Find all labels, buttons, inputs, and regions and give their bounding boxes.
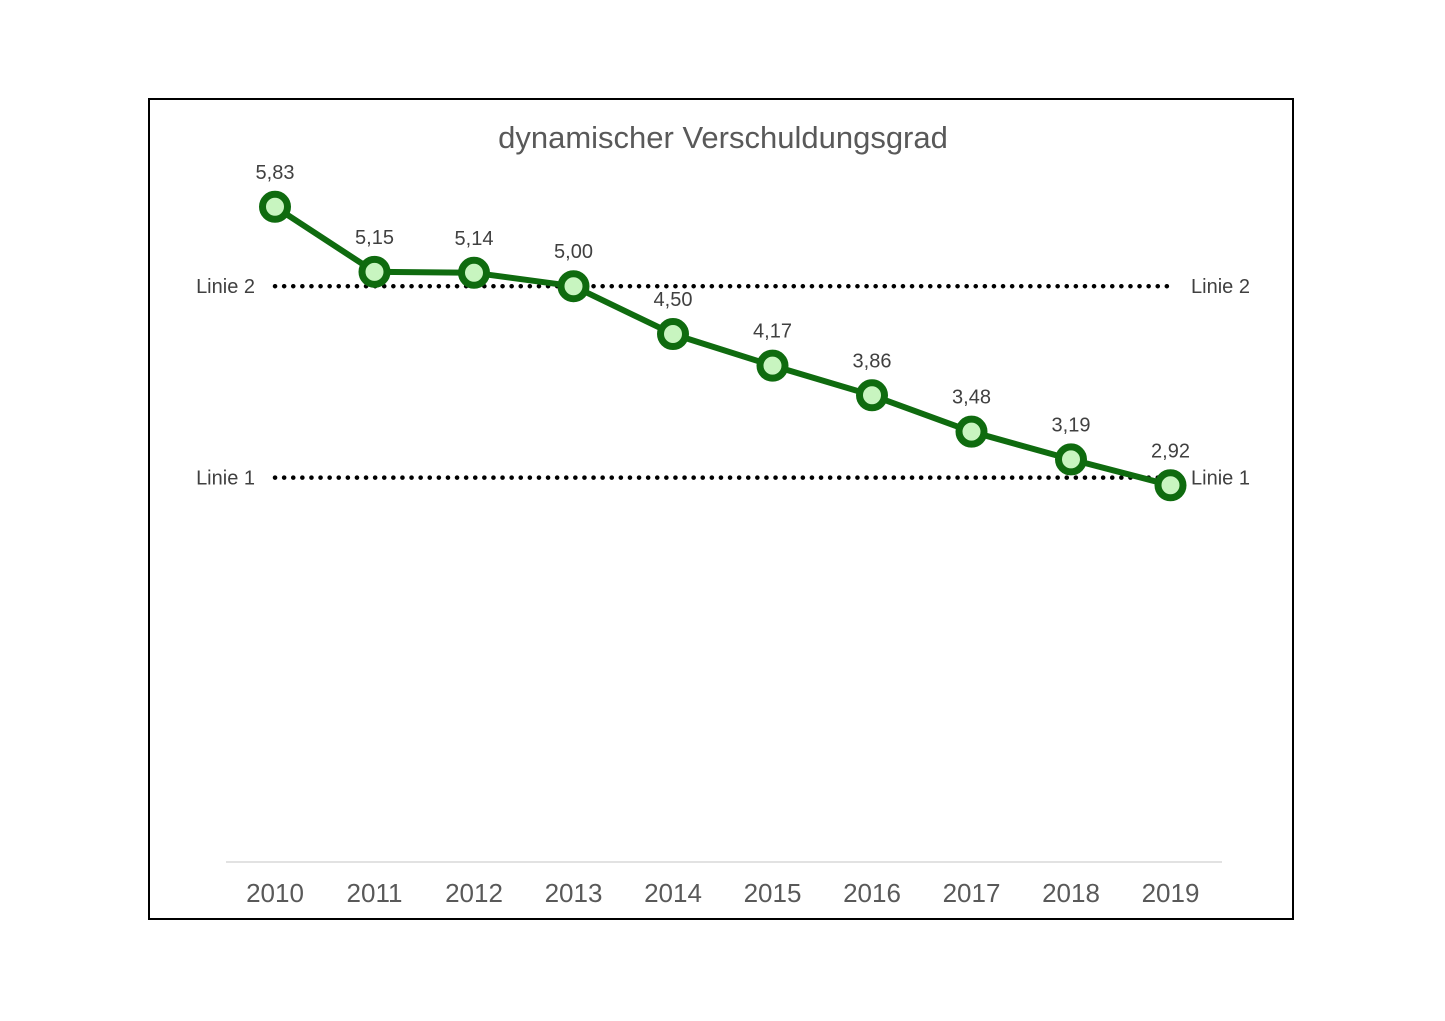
x-tick-label: 2012 — [445, 878, 503, 908]
data-point-marker — [955, 415, 988, 448]
chart-title: dynamischer Verschuldungsgrad — [498, 120, 948, 155]
data-label: 5,83 — [256, 162, 295, 184]
x-tick-label: 2015 — [744, 878, 802, 908]
data-point-marker — [856, 379, 888, 412]
data-point-marker — [1154, 469, 1187, 502]
x-tick-label: 2016 — [843, 878, 901, 908]
data-point-marker — [358, 255, 391, 288]
data-point-marker — [259, 190, 291, 223]
data-labels: 5,83 5,15 5,14 5,00 4,50 4,17 3,86 3,48 3,19 2,92 — [256, 162, 1190, 462]
data-label: 4,50 — [654, 289, 693, 311]
data-label: 3,48 — [952, 387, 991, 409]
line-chart: dynamischer Verschuldungsgrad Linie 2 Lin… — [196, 120, 1250, 908]
x-axis-tick-labels: 2010 2011 2012 2013 2014 2015 2016 2017 2018 2019 — [246, 878, 1199, 908]
data-label: 5,14 — [455, 228, 494, 250]
x-tick-label: 2018 — [1042, 878, 1100, 908]
data-point-marker — [657, 318, 689, 351]
x-tick-label: 2010 — [246, 878, 304, 908]
data-point-marker — [458, 256, 490, 289]
chart-frame: dynamischer Verschuldungsgrad Linie 2 Lin… — [148, 98, 1294, 920]
x-tick-label: 2014 — [644, 878, 702, 908]
data-label: 2,92 — [1151, 440, 1190, 462]
reference-lines: Linie 2 Linie 2 Linie 1 Linie 1 — [196, 276, 1250, 489]
x-tick-label: 2013 — [545, 878, 603, 908]
data-label: 5,00 — [554, 241, 593, 263]
series-markers — [259, 190, 1187, 502]
data-label: 4,17 — [753, 321, 792, 343]
reference-line-label-left: Linie 2 — [196, 276, 255, 298]
data-label: 5,15 — [355, 227, 394, 249]
x-tick-label: 2019 — [1142, 878, 1200, 908]
reference-line-label-right: Linie 2 — [1191, 276, 1250, 298]
x-tick-label: 2011 — [347, 878, 403, 908]
x-tick-label: 2017 — [943, 878, 1001, 908]
reference-line-label-right: Linie 1 — [1191, 468, 1250, 490]
series-line — [273, 204, 1172, 489]
data-point-marker — [756, 349, 789, 382]
data-point-marker — [1055, 443, 1087, 476]
data-label: 3,86 — [853, 350, 892, 372]
reference-line-label-left: Linie 1 — [196, 468, 255, 490]
data-label: 3,19 — [1052, 414, 1091, 436]
data-point-marker — [557, 270, 590, 303]
